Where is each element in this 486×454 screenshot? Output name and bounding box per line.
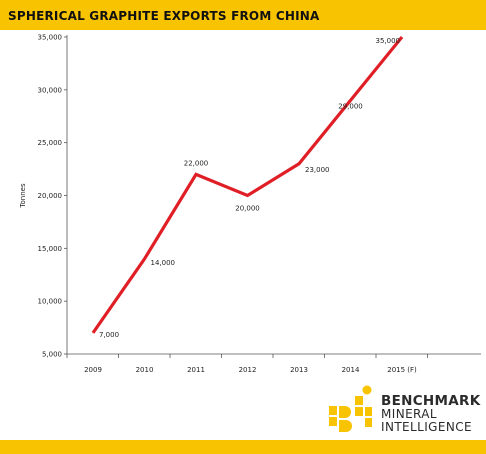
y-tick-label: 10,000	[38, 298, 63, 306]
data-label: 20,000	[235, 205, 260, 213]
benchmark-logo-icon	[329, 385, 372, 432]
y-tick-label: 30,000	[38, 86, 63, 94]
y-tick-label: 25,000	[38, 139, 63, 147]
series-line	[91, 35, 404, 334]
x-tick-label: 2013	[290, 366, 308, 374]
y-tick-label: 5,000	[42, 351, 62, 359]
logo-text-benchmark: BENCHMARK	[381, 393, 481, 409]
logo-text-intelligence: INTELLIGENCE	[381, 420, 472, 434]
data-label: 22,000	[184, 159, 209, 167]
x-tick-label: 2009	[84, 366, 102, 374]
data-label: 14,000	[151, 259, 176, 267]
data-label: 23,000	[305, 166, 330, 174]
chart-title: SPHERICAL GRAPHITE EXPORTS FROM CHINA	[8, 9, 320, 23]
x-tick-label: 2011	[187, 366, 205, 374]
x-tick-label: 2010	[136, 366, 154, 374]
logo-text-mineral: MINERAL	[381, 407, 437, 421]
y-axis-title: Tonnes	[19, 183, 27, 209]
x-tick-label: 2012	[239, 366, 257, 374]
data-label: 35,000	[376, 37, 401, 45]
data-label: 29,000	[338, 102, 363, 110]
y-tick-label: 20,000	[38, 192, 63, 200]
benchmark-logo: BENCHMARK MINERAL INTELLIGENCE	[327, 380, 486, 436]
x-tick-label: 2015 (F)	[387, 366, 417, 374]
data-label: 7,000	[99, 331, 119, 339]
x-tick-label: 2014	[342, 366, 360, 374]
y-tick-label: 15,000	[38, 245, 63, 253]
title-bar: SPHERICAL GRAPHITE EXPORTS FROM CHINA	[0, 0, 486, 30]
bottom-bar	[0, 440, 486, 454]
y-tick-label: 35,000	[38, 34, 63, 42]
